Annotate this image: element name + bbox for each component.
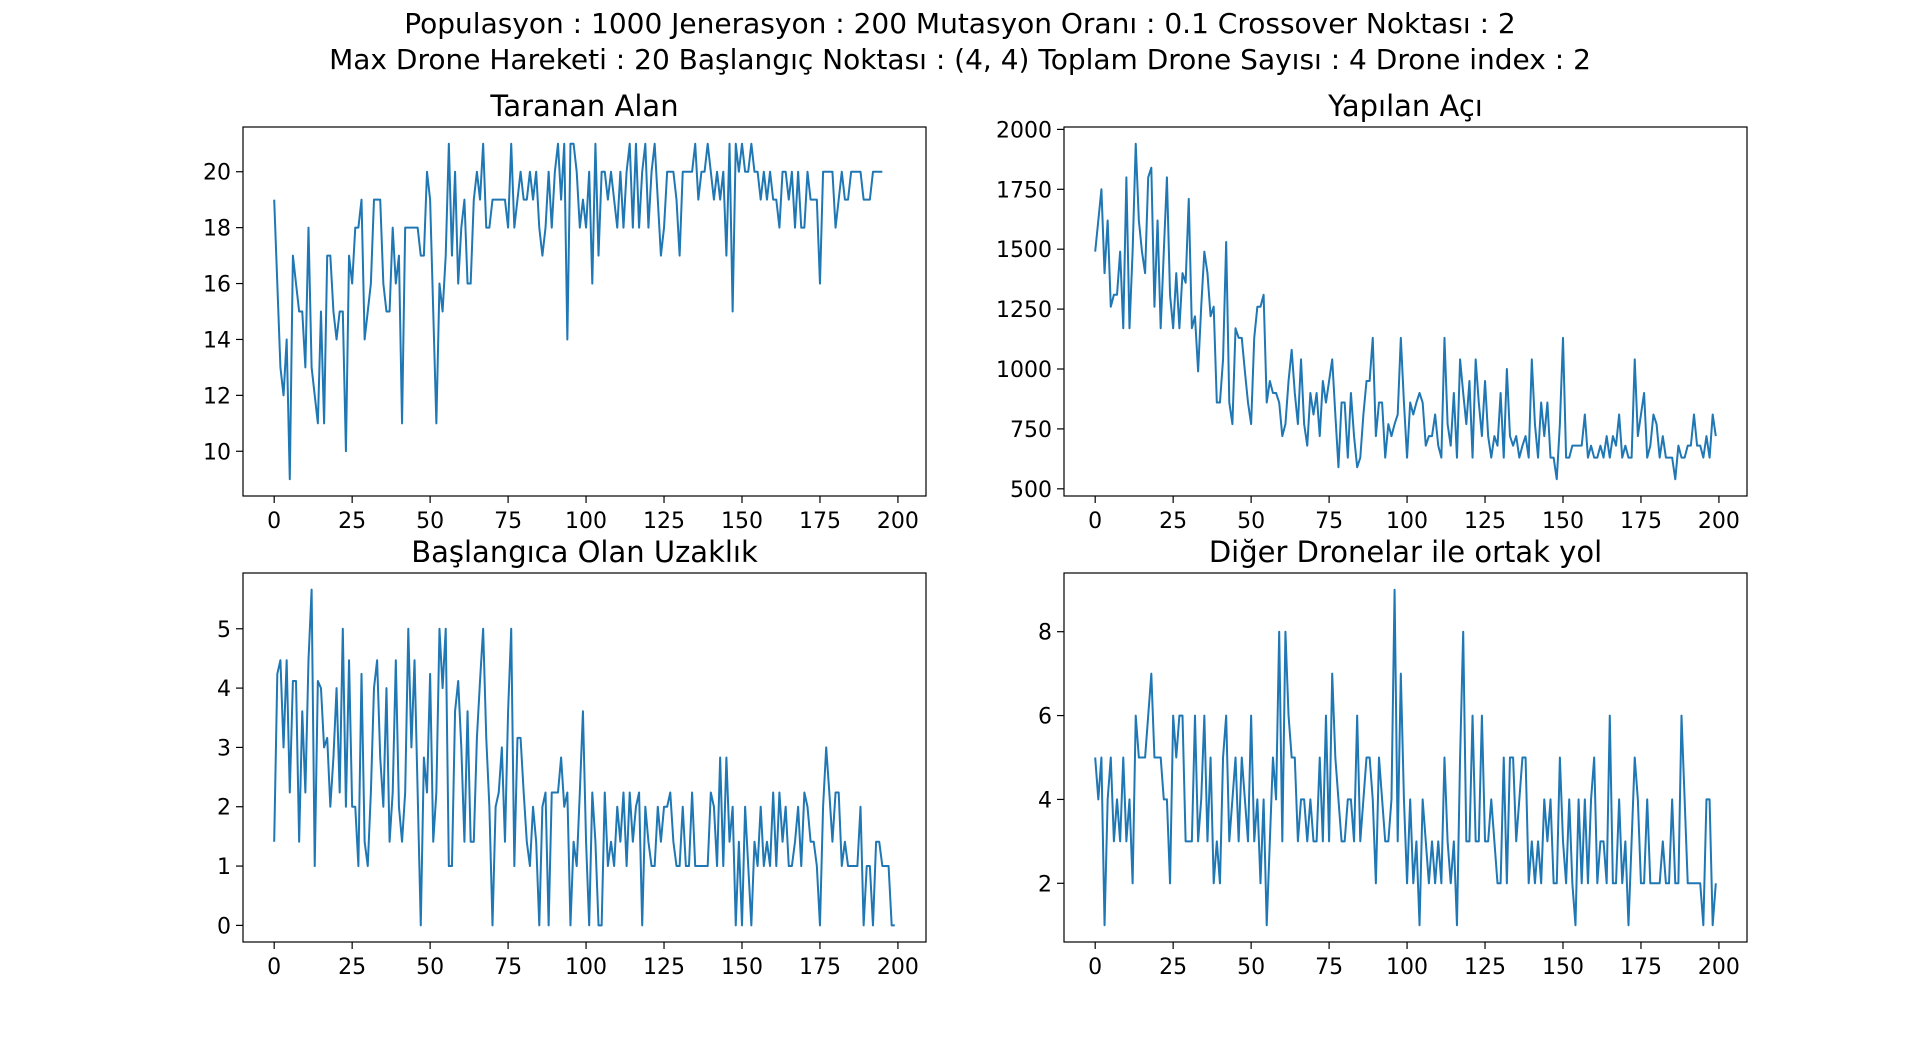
x-tick-label: 25 [338, 509, 366, 534]
x-tick-label: 150 [1542, 955, 1584, 980]
chart-panel-1: Taranan Alan 0 25 50 75 100 125 150 175 200 10 12 14… [203, 89, 927, 534]
x-tick-label: 200 [1698, 955, 1740, 980]
series-line-1 [273, 142, 883, 481]
axes-frame [1063, 126, 1748, 497]
x-tick-label: 0 [1088, 509, 1102, 534]
x-tick-label: 125 [1464, 955, 1506, 980]
y-tick-label: 4 [217, 677, 231, 702]
y-tick-label: 12 [203, 384, 231, 409]
y-tick-label: 2 [217, 796, 231, 821]
y-tick-label: 2000 [996, 118, 1052, 143]
x-tick-label: 100 [565, 955, 607, 980]
x-tick-label: 25 [338, 955, 366, 980]
figure-title-line-2: Max Drone Hareketi : 20 Başlangıç Noktas… [329, 43, 1591, 76]
series-line-1 [1094, 142, 1717, 481]
x-tick-label: 50 [1237, 509, 1265, 534]
y-tick-label: 1750 [996, 178, 1052, 203]
figure-title-line-1: Populasyon : 1000 Jenerasyon : 200 Mutas… [404, 7, 1515, 40]
y-tick-label: 1000 [996, 358, 1052, 383]
x-tick-label: 200 [1698, 509, 1740, 534]
x-tick-label: 75 [1315, 955, 1343, 980]
chart-panel-2: Yapılan Açı 0 25 50 75 100 125 150 175 200 500 750 1… [996, 89, 1748, 534]
axes-frame [242, 126, 927, 497]
y-tick-label: 1250 [996, 298, 1052, 323]
x-tick-label: 50 [1237, 955, 1265, 980]
y-tick-label: 750 [1010, 418, 1052, 443]
y-tick-label: 8 [1038, 621, 1052, 646]
x-tick-label: 0 [267, 509, 281, 534]
x-tick-label: 75 [494, 509, 522, 534]
y-tick-label: 1 [217, 855, 231, 880]
x-tick-label: 175 [1620, 955, 1662, 980]
x-tick-label: 75 [494, 955, 522, 980]
x-tick-label: 125 [643, 509, 685, 534]
chart-title: Taranan Alan [489, 89, 678, 123]
y-tick-label: 3 [217, 736, 231, 761]
chart-title: Yapılan Açı [1327, 89, 1483, 123]
x-tick-label: 100 [1386, 509, 1428, 534]
x-tick-label: 25 [1159, 955, 1187, 980]
x-tick-label: 200 [877, 509, 919, 534]
x-tick-label: 50 [416, 509, 444, 534]
y-tick-label: 14 [203, 328, 231, 353]
y-tick-label: 4 [1038, 788, 1052, 813]
axes-frame [242, 572, 927, 943]
x-tick-label: 150 [721, 955, 763, 980]
axes-frame [1063, 572, 1748, 943]
y-tick-label: 2 [1038, 872, 1052, 897]
y-tick-label: 16 [203, 273, 231, 298]
y-tick-label: 18 [203, 217, 231, 242]
x-tick-label: 125 [1464, 509, 1506, 534]
y-tick-label: 6 [1038, 705, 1052, 730]
x-tick-label: 175 [799, 509, 841, 534]
y-tick-label: 0 [217, 914, 231, 939]
y-tick-label: 5 [217, 618, 231, 643]
x-tick-label: 175 [1620, 509, 1662, 534]
series-line-1 [1094, 588, 1717, 927]
x-tick-label: 0 [1088, 955, 1102, 980]
series-line-1 [273, 588, 895, 927]
x-tick-label: 100 [1386, 955, 1428, 980]
y-tick-label: 10 [203, 440, 231, 465]
x-tick-label: 200 [877, 955, 919, 980]
y-tick-label: 500 [1010, 478, 1052, 503]
y-tick-label: 20 [203, 161, 231, 186]
x-tick-label: 50 [416, 955, 444, 980]
chart-title: Diğer Dronelar ile ortak yol [1209, 535, 1602, 569]
x-tick-label: 125 [643, 955, 685, 980]
chart-title: Başlangıca Olan Uzaklık [411, 535, 758, 569]
x-tick-label: 75 [1315, 509, 1343, 534]
y-tick-label: 1500 [996, 238, 1052, 263]
x-tick-label: 150 [721, 509, 763, 534]
x-tick-label: 175 [799, 955, 841, 980]
chart-panel-4: Diğer Dronelar ile ortak yol 0 25 50 75 100 12… [1038, 535, 1748, 980]
x-tick-label: 150 [1542, 509, 1584, 534]
x-tick-label: 0 [267, 955, 281, 980]
x-tick-label: 100 [565, 509, 607, 534]
x-tick-label: 25 [1159, 509, 1187, 534]
